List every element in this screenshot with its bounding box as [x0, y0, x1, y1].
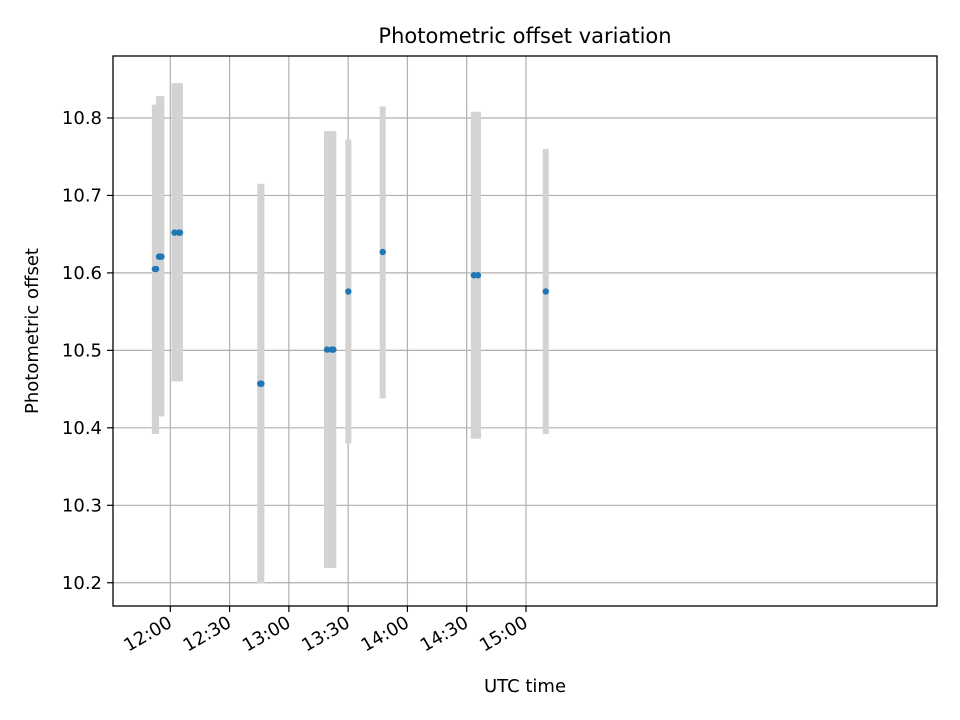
data-point [379, 248, 386, 256]
data-point [176, 229, 184, 236]
y-tick-label: 10.5 [62, 340, 102, 361]
data-point [323, 346, 331, 353]
y-tick-label: 10.2 [62, 573, 102, 594]
data-point [474, 272, 482, 279]
y-axis-label: Photometric offset [22, 248, 43, 414]
data-point [158, 253, 165, 260]
x-axis-label: UTC time [484, 676, 566, 697]
data-point [258, 380, 265, 387]
y-tick-label: 10.7 [62, 185, 102, 206]
y-tick-label: 10.8 [62, 108, 102, 129]
chart-title: Photometric offset variation [378, 24, 671, 48]
y-tick-label: 10.3 [62, 495, 102, 516]
data-point [345, 288, 352, 295]
y-tick-label: 10.6 [62, 263, 102, 284]
data-points [151, 229, 549, 387]
data-point [152, 265, 160, 273]
data-point [542, 288, 549, 295]
plot-area-frame [112, 55, 938, 607]
data-point [330, 346, 337, 353]
grid-layer [113, 56, 937, 606]
y-tick-label: 10.4 [62, 418, 102, 439]
